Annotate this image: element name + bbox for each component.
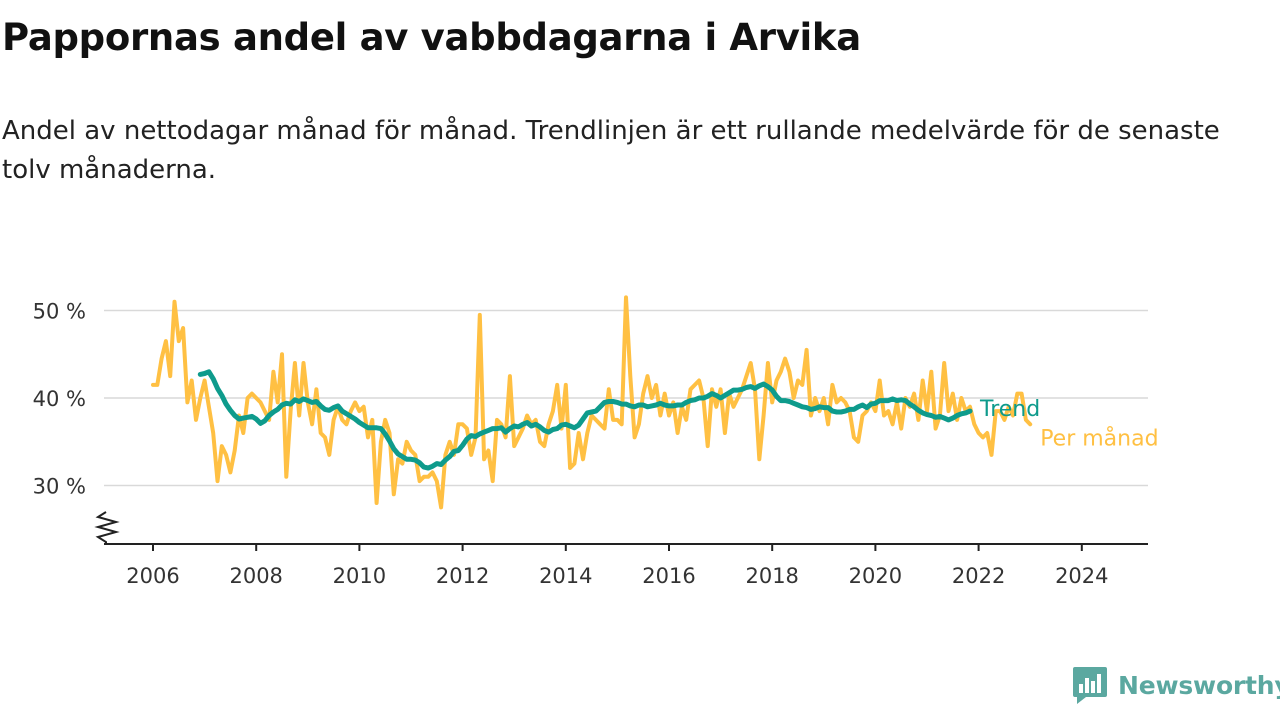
series-line-monthly bbox=[151, 295, 1033, 510]
x-tick-label: 2014 bbox=[539, 564, 592, 588]
x-tick-label: 2006 bbox=[126, 564, 179, 588]
x-tick-label: 2020 bbox=[849, 564, 902, 588]
newsworthy-logo-icon bbox=[1073, 667, 1107, 704]
series-lines bbox=[151, 295, 1033, 510]
y-tick-label: 40 % bbox=[33, 387, 86, 411]
x-tick-label: 2012 bbox=[436, 564, 489, 588]
brand-name: Newsworthy bbox=[1118, 670, 1280, 700]
line-chart: 30 % 40 % 50 % 2006 2008 2010 2012 2014 2016 201… bbox=[33, 295, 1159, 588]
newsworthy-brand[interactable]: Newsworthy bbox=[1072, 664, 1280, 706]
x-tick-label: 2024 bbox=[1055, 564, 1108, 588]
series-line-trend bbox=[197, 369, 973, 471]
x-tick-label: 2008 bbox=[229, 564, 282, 588]
chart-subtitle: Andel av nettodagar månad för månad. Tre… bbox=[2, 116, 1220, 185]
x-tick-label: 2016 bbox=[642, 564, 695, 588]
y-tick-label: 50 % bbox=[33, 300, 86, 324]
axis-break-icon bbox=[94, 511, 120, 544]
y-axis: 30 % 40 % 50 % bbox=[33, 300, 120, 544]
x-axis: 2006 2008 2010 2012 2014 2016 2018 2020 2022 2024 bbox=[104, 543, 1148, 588]
x-tick-label: 2022 bbox=[952, 564, 1005, 588]
chart-title: Pappornas andel av vabbdagarna i Arvika bbox=[2, 16, 861, 59]
series-label-monthly: Per månad bbox=[1040, 425, 1158, 451]
x-tick-label: 2010 bbox=[333, 564, 386, 588]
x-tick-label: 2018 bbox=[745, 564, 798, 588]
y-tick-label: 30 % bbox=[33, 475, 86, 499]
series-label-trend: Trend bbox=[979, 397, 1040, 422]
